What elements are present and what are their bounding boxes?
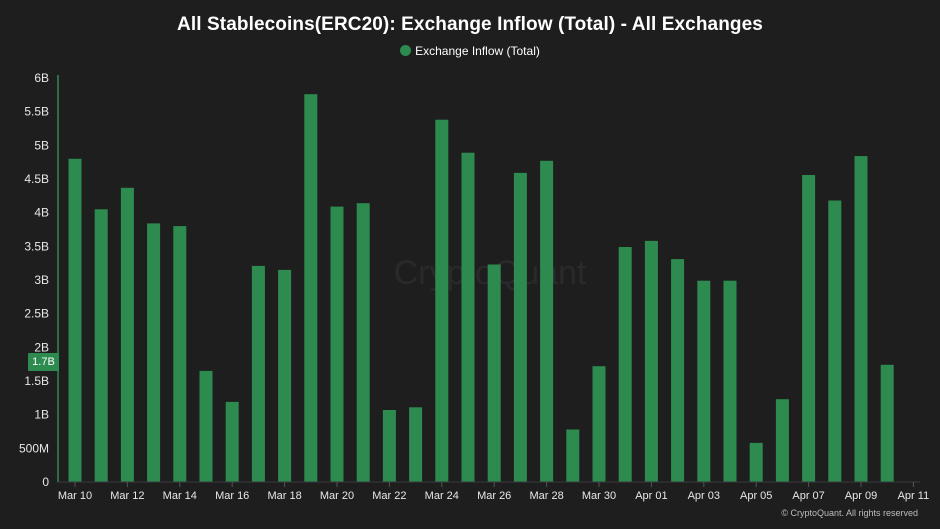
bar-mar-11[interactable] (94, 209, 108, 483)
x-tick-label: Apr 11 (898, 490, 930, 502)
bar-mar-19[interactable] (304, 94, 318, 482)
x-tick-label: Apr 09 (845, 490, 877, 502)
y-tick-label: 3.5B (24, 239, 49, 253)
bar-mar-16[interactable] (225, 401, 239, 482)
bar-mar-12[interactable] (120, 187, 134, 483)
y-tick-label: 1B (34, 408, 49, 422)
x-tick-label: Apr 01 (635, 490, 667, 502)
y-tick-label: 500M (19, 441, 49, 455)
bar-apr-04[interactable] (723, 280, 737, 482)
y-axis-labels: 0 500M 1B 1.5B 2B 2.5B 3B 3.5B 4B 4.5B 5B 5.5B 6B (19, 71, 49, 489)
x-tick-label: Mar 16 (215, 490, 249, 502)
y-tick-label: 3B (34, 273, 49, 287)
bar-apr-07[interactable] (802, 175, 816, 482)
x-tick-label: Mar 20 (320, 490, 354, 502)
x-tick-label: Mar 30 (582, 490, 616, 502)
bar-mar-15[interactable] (199, 370, 213, 482)
bar-mar-10[interactable] (68, 158, 82, 483)
x-tick-label: Mar 24 (425, 490, 459, 502)
y-tick-label: 4B (34, 206, 49, 220)
x-axis-ticks (74, 482, 914, 487)
bar-mar-18[interactable] (278, 269, 292, 482)
y-tick-label: 6B (34, 71, 49, 85)
bar-mar-23[interactable] (409, 407, 423, 482)
chart-title: All Stablecoins(ERC20): Exchange Inflow … (177, 14, 763, 35)
bar-apr-01[interactable] (644, 240, 658, 482)
y-tick-label: 2B (34, 340, 49, 354)
x-tick-label: Apr 07 (792, 490, 824, 502)
bar-mar-13[interactable] (147, 223, 161, 482)
bar-mar-28[interactable] (540, 160, 554, 483)
bar-series (68, 94, 894, 483)
bar-mar-14[interactable] (173, 226, 187, 482)
bar-mar-24[interactable] (435, 119, 449, 482)
bar-mar-29[interactable] (566, 429, 580, 483)
bar-apr-03[interactable] (697, 280, 711, 482)
x-tick-label: Apr 05 (740, 490, 772, 502)
bar-apr-08[interactable] (828, 200, 842, 483)
bar-apr-09[interactable] (854, 156, 868, 482)
bar-apr-02[interactable] (671, 259, 685, 482)
bar-mar-25[interactable] (461, 152, 475, 482)
y-tick-label: 2.5B (24, 307, 49, 321)
y-tick-label: 0 (42, 475, 49, 489)
y-tick-label: 4.5B (24, 172, 49, 186)
bar-mar-22[interactable] (382, 410, 396, 482)
x-tick-label: Mar 14 (163, 490, 197, 502)
bar-mar-30[interactable] (592, 366, 606, 482)
bar-apr-06[interactable] (775, 399, 789, 482)
bar-mar-26[interactable] (487, 264, 501, 483)
bar-mar-17[interactable] (251, 265, 265, 482)
y-tick-label: 5B (34, 138, 49, 152)
bar-apr-10[interactable] (880, 364, 894, 482)
x-tick-label: Mar 26 (477, 490, 511, 502)
x-tick-label: Mar 18 (267, 490, 301, 502)
bar-mar-21[interactable] (356, 203, 370, 482)
bar-mar-31[interactable] (618, 247, 632, 482)
x-tick-label: Mar 12 (110, 490, 144, 502)
x-tick-label: Apr 03 (688, 490, 720, 502)
bar-apr-05[interactable] (749, 442, 763, 482)
legend-label: Exchange Inflow (Total) (415, 44, 540, 58)
legend-swatch-icon (400, 45, 412, 56)
x-tick-label: Mar 22 (372, 490, 406, 502)
x-axis-labels: Mar 10 Mar 12 Mar 14 Mar 16 Mar 18 Mar 20 Mar … (58, 490, 929, 502)
current-value-badge: 1.7B (28, 353, 59, 371)
y-tick-label: 5.5B (24, 105, 49, 119)
y-tick-label: 1.5B (24, 374, 49, 388)
legend[interactable]: Exchange Inflow (Total) (0, 44, 940, 58)
copyright-credit: © CryptoQuant. All rights reserved (781, 508, 918, 518)
x-tick-label: Mar 28 (529, 490, 563, 502)
bar-mar-27[interactable] (513, 172, 527, 482)
x-tick-label: Mar 10 (58, 490, 92, 502)
bar-mar-20[interactable] (330, 206, 344, 482)
